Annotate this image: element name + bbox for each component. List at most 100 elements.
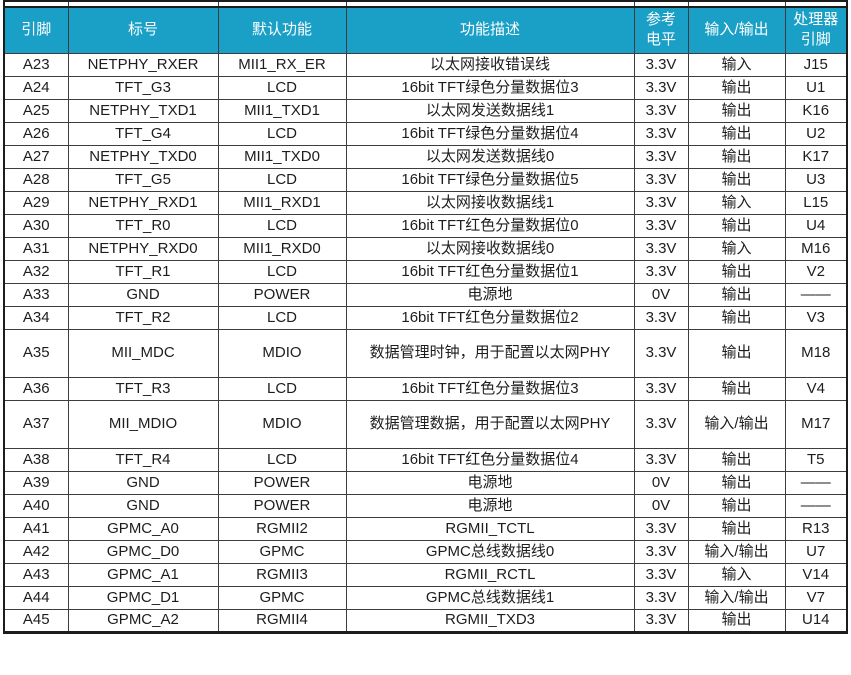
cell-ref-level: 3.3V: [633, 399, 689, 449]
cell-ref-level: 3.3V: [633, 236, 689, 261]
cell-pin: A39: [3, 470, 69, 495]
cell-io-direction: 输出: [687, 282, 786, 307]
cell-processor-pin: K16: [784, 98, 848, 123]
cell-description: 数据管理数据，用于配置以太网PHY: [345, 399, 635, 449]
cell-pin: A25: [3, 98, 69, 123]
cell-label: MII_MDIO: [67, 399, 219, 449]
cell-pin: A27: [3, 144, 69, 169]
cell-label: TFT_G5: [67, 167, 219, 192]
top-edge-cell: [784, 1, 848, 6]
pin-table-body: A23 NETPHY_RXER MII1_RX_ER 以太网接收错误线 3.3V…: [3, 52, 848, 633]
top-edge-cell: [217, 1, 346, 6]
cell-default-func: RGMII2: [217, 516, 347, 541]
cell-description: 以太网接收数据线1: [345, 190, 635, 215]
cell-description: 16bit TFT红色分量数据位2: [345, 305, 635, 330]
cell-ref-level: 0V: [633, 470, 689, 495]
cell-pin: A36: [3, 376, 69, 401]
cell-processor-pin: V2: [784, 259, 848, 284]
col-header-io: 输入/输出: [687, 6, 786, 54]
cell-pin: A41: [3, 516, 69, 541]
cell-ref-level: 3.3V: [633, 562, 689, 587]
cell-ref-level: 3.3V: [633, 52, 689, 77]
cell-processor-pin: V7: [784, 585, 848, 610]
cell-label: NETPHY_TXD0: [67, 144, 219, 169]
cell-io-direction: 输出: [687, 328, 786, 378]
cell-io-direction: 输入/输出: [687, 399, 786, 449]
cell-description: 数据管理时钟，用于配置以太网PHY: [345, 328, 635, 378]
cell-ref-level: 3.3V: [633, 121, 689, 146]
cell-io-direction: 输出: [687, 75, 786, 100]
cell-io-direction: 输出: [687, 516, 786, 541]
cell-description: RGMII_TXD3: [345, 608, 635, 633]
top-edge-cell: [687, 1, 785, 6]
cell-processor-pin: R13: [784, 516, 848, 541]
col-header-func: 默认功能: [217, 6, 347, 54]
cell-description: 16bit TFT红色分量数据位3: [345, 376, 635, 401]
cell-label: NETPHY_RXER: [67, 52, 219, 77]
cell-processor-pin: V14: [784, 562, 848, 587]
cell-description: 以太网发送数据线0: [345, 144, 635, 169]
cell-io-direction: 输出: [687, 98, 786, 123]
cell-pin: A30: [3, 213, 69, 238]
cell-label: GND: [67, 493, 219, 518]
cell-description: 16bit TFT绿色分量数据位5: [345, 167, 635, 192]
table-row: A34 TFT_R2 LCD 16bit TFT红色分量数据位2 3.3V 输出…: [3, 305, 848, 330]
cell-pin: A29: [3, 190, 69, 215]
cell-label: GPMC_D1: [67, 585, 219, 610]
cell-default-func: RGMII4: [217, 608, 347, 633]
table-row: A38 TFT_R4 LCD 16bit TFT红色分量数据位4 3.3V 输出…: [3, 447, 848, 472]
table-row: A37 MII_MDIO MDIO 数据管理数据，用于配置以太网PHY 3.3V…: [3, 399, 848, 449]
table-row: A44 GPMC_D1 GPMC GPMC总线数据线1 3.3V 输入/输出 V…: [3, 585, 848, 610]
cell-processor-pin: K17: [784, 144, 848, 169]
cell-ref-level: 3.3V: [633, 75, 689, 100]
cell-pin: A44: [3, 585, 69, 610]
col-header-chip: 处理器 引脚: [784, 6, 848, 54]
cell-processor-pin: U14: [784, 608, 848, 633]
cell-processor-pin: U3: [784, 167, 848, 192]
table-row: A25 NETPHY_TXD1 MII1_TXD1 以太网发送数据线1 3.3V…: [3, 98, 848, 123]
cell-description: GPMC总线数据线0: [345, 539, 635, 564]
cell-ref-level: 3.3V: [633, 539, 689, 564]
cell-label: TFT_R3: [67, 376, 219, 401]
table-row: A28 TFT_G5 LCD 16bit TFT绿色分量数据位5 3.3V 输出…: [3, 167, 848, 192]
cell-pin: A37: [3, 399, 69, 449]
cell-ref-level: 0V: [633, 282, 689, 307]
cell-ref-level: 3.3V: [633, 190, 689, 215]
cell-io-direction: 输出: [687, 144, 786, 169]
cell-ref-level: 3.3V: [633, 259, 689, 284]
cell-label: GPMC_A1: [67, 562, 219, 587]
cell-io-direction: 输出: [687, 608, 786, 633]
cell-io-direction: 输入/输出: [687, 585, 786, 610]
cell-label: GND: [67, 282, 219, 307]
cell-label: GPMC_D0: [67, 539, 219, 564]
cell-default-func: MII1_RX_ER: [217, 52, 347, 77]
top-edge-cell: [345, 1, 634, 6]
cell-ref-level: 3.3V: [633, 305, 689, 330]
cell-processor-pin: M16: [784, 236, 848, 261]
cell-default-func: MII1_RXD0: [217, 236, 347, 261]
cell-ref-level: 3.3V: [633, 608, 689, 633]
table-top-edge: [3, 0, 848, 6]
cell-pin: A28: [3, 167, 69, 192]
cell-description: 以太网发送数据线1: [345, 98, 635, 123]
col-header-label: 标号: [67, 6, 219, 54]
table-row: A41 GPMC_A0 RGMII2 RGMII_TCTL 3.3V 输出 R1…: [3, 516, 848, 541]
cell-default-func: POWER: [217, 282, 347, 307]
cell-io-direction: 输出: [687, 493, 786, 518]
cell-ref-level: 3.3V: [633, 376, 689, 401]
cell-default-func: LCD: [217, 213, 347, 238]
cell-label: GPMC_A0: [67, 516, 219, 541]
cell-default-func: RGMII3: [217, 562, 347, 587]
cell-pin: A40: [3, 493, 69, 518]
cell-io-direction: 输出: [687, 213, 786, 238]
table-row: A30 TFT_R0 LCD 16bit TFT红色分量数据位0 3.3V 输出…: [3, 213, 848, 238]
col-header-desc: 功能描述: [345, 6, 635, 54]
table-row: A35 MII_MDC MDIO 数据管理时钟，用于配置以太网PHY 3.3V …: [3, 328, 848, 378]
cell-ref-level: 3.3V: [633, 516, 689, 541]
cell-description: GPMC总线数据线1: [345, 585, 635, 610]
cell-ref-level: 3.3V: [633, 447, 689, 472]
table-row: A42 GPMC_D0 GPMC GPMC总线数据线0 3.3V 输入/输出 U…: [3, 539, 848, 564]
cell-pin: A35: [3, 328, 69, 378]
cell-default-func: LCD: [217, 376, 347, 401]
cell-pin: A31: [3, 236, 69, 261]
